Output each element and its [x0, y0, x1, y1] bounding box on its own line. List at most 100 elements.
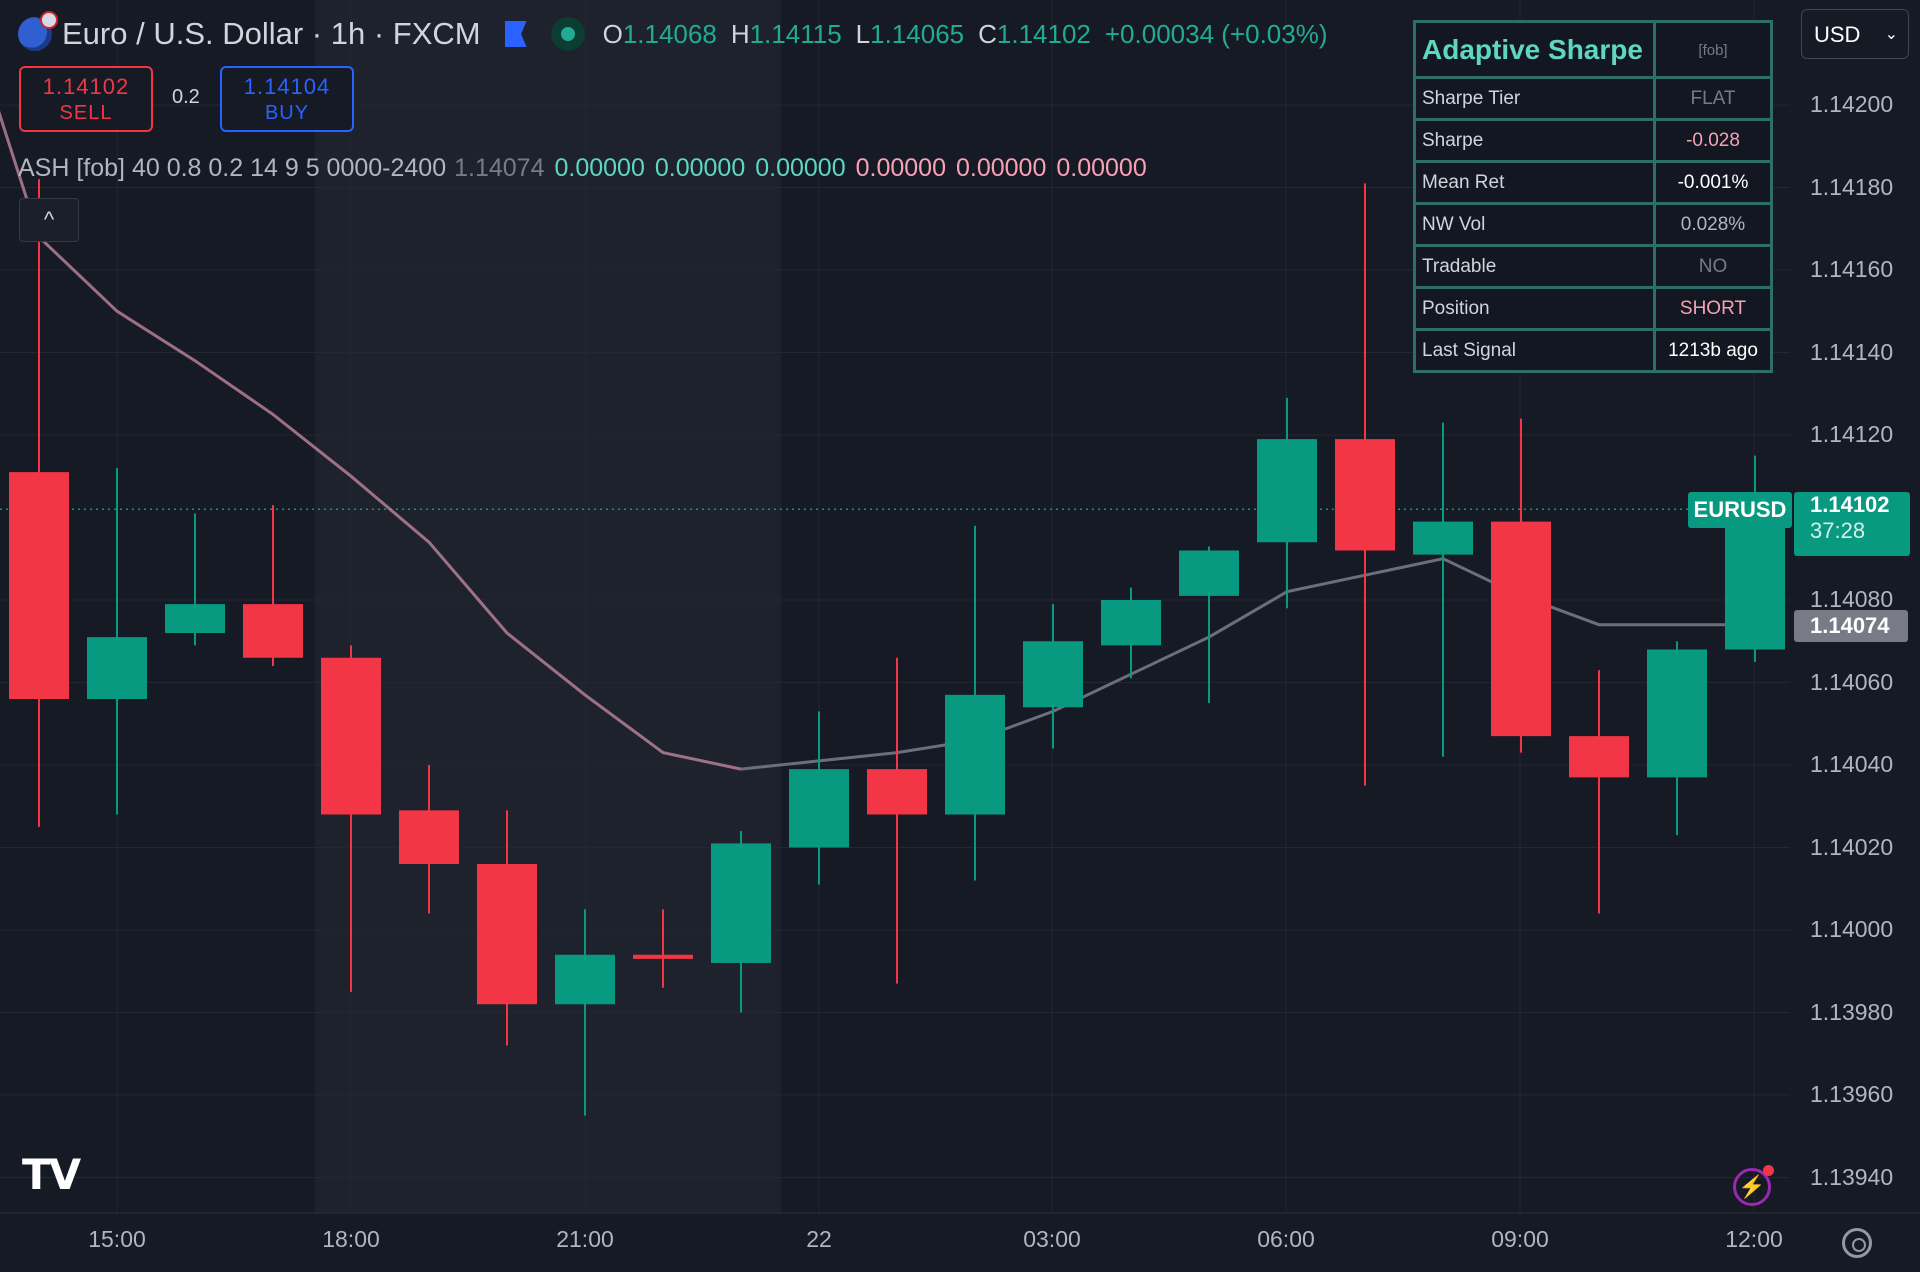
table-row: Last Signal 1213b ago [1413, 328, 1773, 373]
candle-body [165, 604, 225, 633]
indicator-value-4: 0.00000 [855, 154, 946, 182]
tradingview-logo[interactable]: TV [22, 1150, 81, 1199]
indicator-current: 1.14074 [454, 154, 545, 182]
table-row-value: SHORT [1653, 286, 1773, 331]
symbol-price-tag: EURUSD [1688, 492, 1792, 528]
table-row-label: Last Signal [1413, 328, 1656, 373]
gear-icon[interactable] [1842, 1228, 1872, 1258]
flag-icon[interactable] [504, 21, 527, 47]
price-axis-label: 1.14040 [1810, 751, 1894, 777]
price-axis-label: 1.13940 [1810, 1163, 1894, 1190]
time-axis-label: 18:00 [322, 1226, 380, 1252]
currency-value: USD [1814, 22, 1861, 47]
collapse-legend-button[interactable]: ^ [19, 198, 79, 242]
close-value: 1.14102 [996, 18, 1091, 49]
table-row: Position SHORT [1413, 286, 1773, 331]
market-status-icon[interactable] [550, 17, 585, 51]
time-axis-label: 12:00 [1725, 1226, 1783, 1252]
candle-body [477, 864, 537, 1005]
buy-label: BUY [264, 102, 310, 124]
candle-body [1257, 439, 1317, 543]
session-shade [315, 0, 781, 1213]
time-axis-label: 09:00 [1491, 1226, 1549, 1252]
candle-body [399, 810, 459, 864]
candle-body [321, 657, 381, 815]
indicator-value-2: 0.00000 [654, 154, 746, 182]
candle-body [1647, 649, 1707, 778]
indicator-value-3: 0.00000 [755, 154, 846, 182]
open-label: O [602, 18, 623, 49]
price-axis-label: 1.14160 [1810, 256, 1894, 282]
table-tag: [fob] [1698, 41, 1728, 59]
candle-body [867, 769, 927, 815]
price-axis-label: 1.14000 [1810, 916, 1894, 942]
time-axis-label: 03:00 [1023, 1226, 1081, 1252]
table-row: Tradable NO [1413, 244, 1773, 289]
close-label: C [978, 18, 997, 49]
candle-body [711, 843, 771, 963]
candle-body [1179, 550, 1239, 596]
price-axis-label: 1.14020 [1810, 833, 1894, 860]
price-axis-label: 1.13960 [1810, 1081, 1894, 1107]
time-axis-label: 21:00 [556, 1226, 614, 1252]
table-row-value: 0.028% [1653, 202, 1773, 247]
indicator-name[interactable]: ASH [fob] 40 0.8 0.2 14 9 5 0000-2400 [18, 154, 447, 182]
candle-body [1569, 736, 1629, 778]
table-row-value: 1213b ago [1653, 328, 1773, 373]
indicator-value-5: 0.00000 [955, 154, 1047, 182]
candle-body [87, 637, 147, 699]
candle-body [555, 954, 615, 1005]
table-row-value: FLAT [1653, 76, 1773, 121]
indicator-value-6: 0.00000 [1056, 154, 1147, 182]
table-row-label: Tradable [1413, 244, 1656, 289]
buy-button[interactable]: 1.14104 BUY [220, 66, 354, 132]
candle-body [1023, 641, 1083, 708]
table-title: Adaptive Sharpe [1422, 33, 1643, 65]
candle-body [1413, 521, 1473, 555]
candle-body [633, 954, 693, 959]
sell-price: 1.14102 [42, 74, 130, 99]
sell-button[interactable]: 1.14102 SELL [19, 66, 153, 132]
price-axis-label: 1.14140 [1810, 338, 1894, 365]
bar-countdown: 37:28 [1810, 518, 1866, 543]
low-value: 1.14065 [870, 18, 965, 49]
table-row-label: Position [1413, 286, 1656, 331]
last-price-tag: 1.14102 37:28 [1794, 492, 1910, 556]
table-row-label: Mean Ret [1413, 160, 1656, 205]
last-price-value: 1.14102 [1810, 492, 1890, 517]
open-value: 1.14068 [622, 18, 717, 49]
price-axis-label: 1.14120 [1810, 421, 1894, 447]
indicator-price-tag: 1.14074 [1794, 610, 1908, 642]
candle-body [789, 769, 849, 848]
buy-price: 1.14104 [243, 74, 331, 99]
candle-body [243, 604, 303, 658]
bolt-icon[interactable]: ⚡ [1733, 1165, 1774, 1206]
symbol-title[interactable]: Euro / U.S. Dollar · 1h · FXCM [62, 16, 481, 51]
price-axis-label: 1.13980 [1810, 998, 1894, 1025]
table-row-value: NO [1653, 244, 1773, 289]
table-row-label: Sharpe [1413, 118, 1656, 163]
price-axis-label: 1.14180 [1810, 173, 1894, 200]
spread-value: 0.2 [172, 86, 200, 108]
price-axis-label: 1.14080 [1810, 586, 1894, 612]
time-axis-label: 15:00 [88, 1226, 146, 1252]
eurusd-flag-icon [18, 11, 58, 51]
table-row-label: NW Vol [1413, 202, 1656, 247]
chevron-down-icon: ⌄ [1884, 26, 1898, 43]
currency-select[interactable]: USD ⌄ [1801, 9, 1909, 59]
ohlc-readout: O1.14068 H1.14115 L1.14065 C1.14102 +0.00034… [603, 19, 1342, 50]
price-axis-label: 1.14060 [1810, 668, 1894, 695]
candle-body [1101, 600, 1161, 646]
adaptive-sharpe-table: Adaptive Sharpe [fob] Sharpe Tier FLAT Sha… [1413, 20, 1773, 373]
table-row: NW Vol 0.028% [1413, 202, 1773, 247]
table-row: Mean Ret -0.001% [1413, 160, 1773, 205]
candle-body [1335, 439, 1395, 551]
low-label: L [855, 18, 871, 49]
table-row-value: -0.028 [1653, 118, 1773, 163]
high-value: 1.14115 [749, 18, 842, 49]
table-row: Sharpe -0.028 [1413, 118, 1773, 163]
candle-body [9, 472, 69, 699]
indicator-legend[interactable]: ASH [fob] 40 0.8 0.2 14 9 5 0000-2400 1.1… [18, 154, 1147, 183]
high-label: H [730, 18, 750, 49]
